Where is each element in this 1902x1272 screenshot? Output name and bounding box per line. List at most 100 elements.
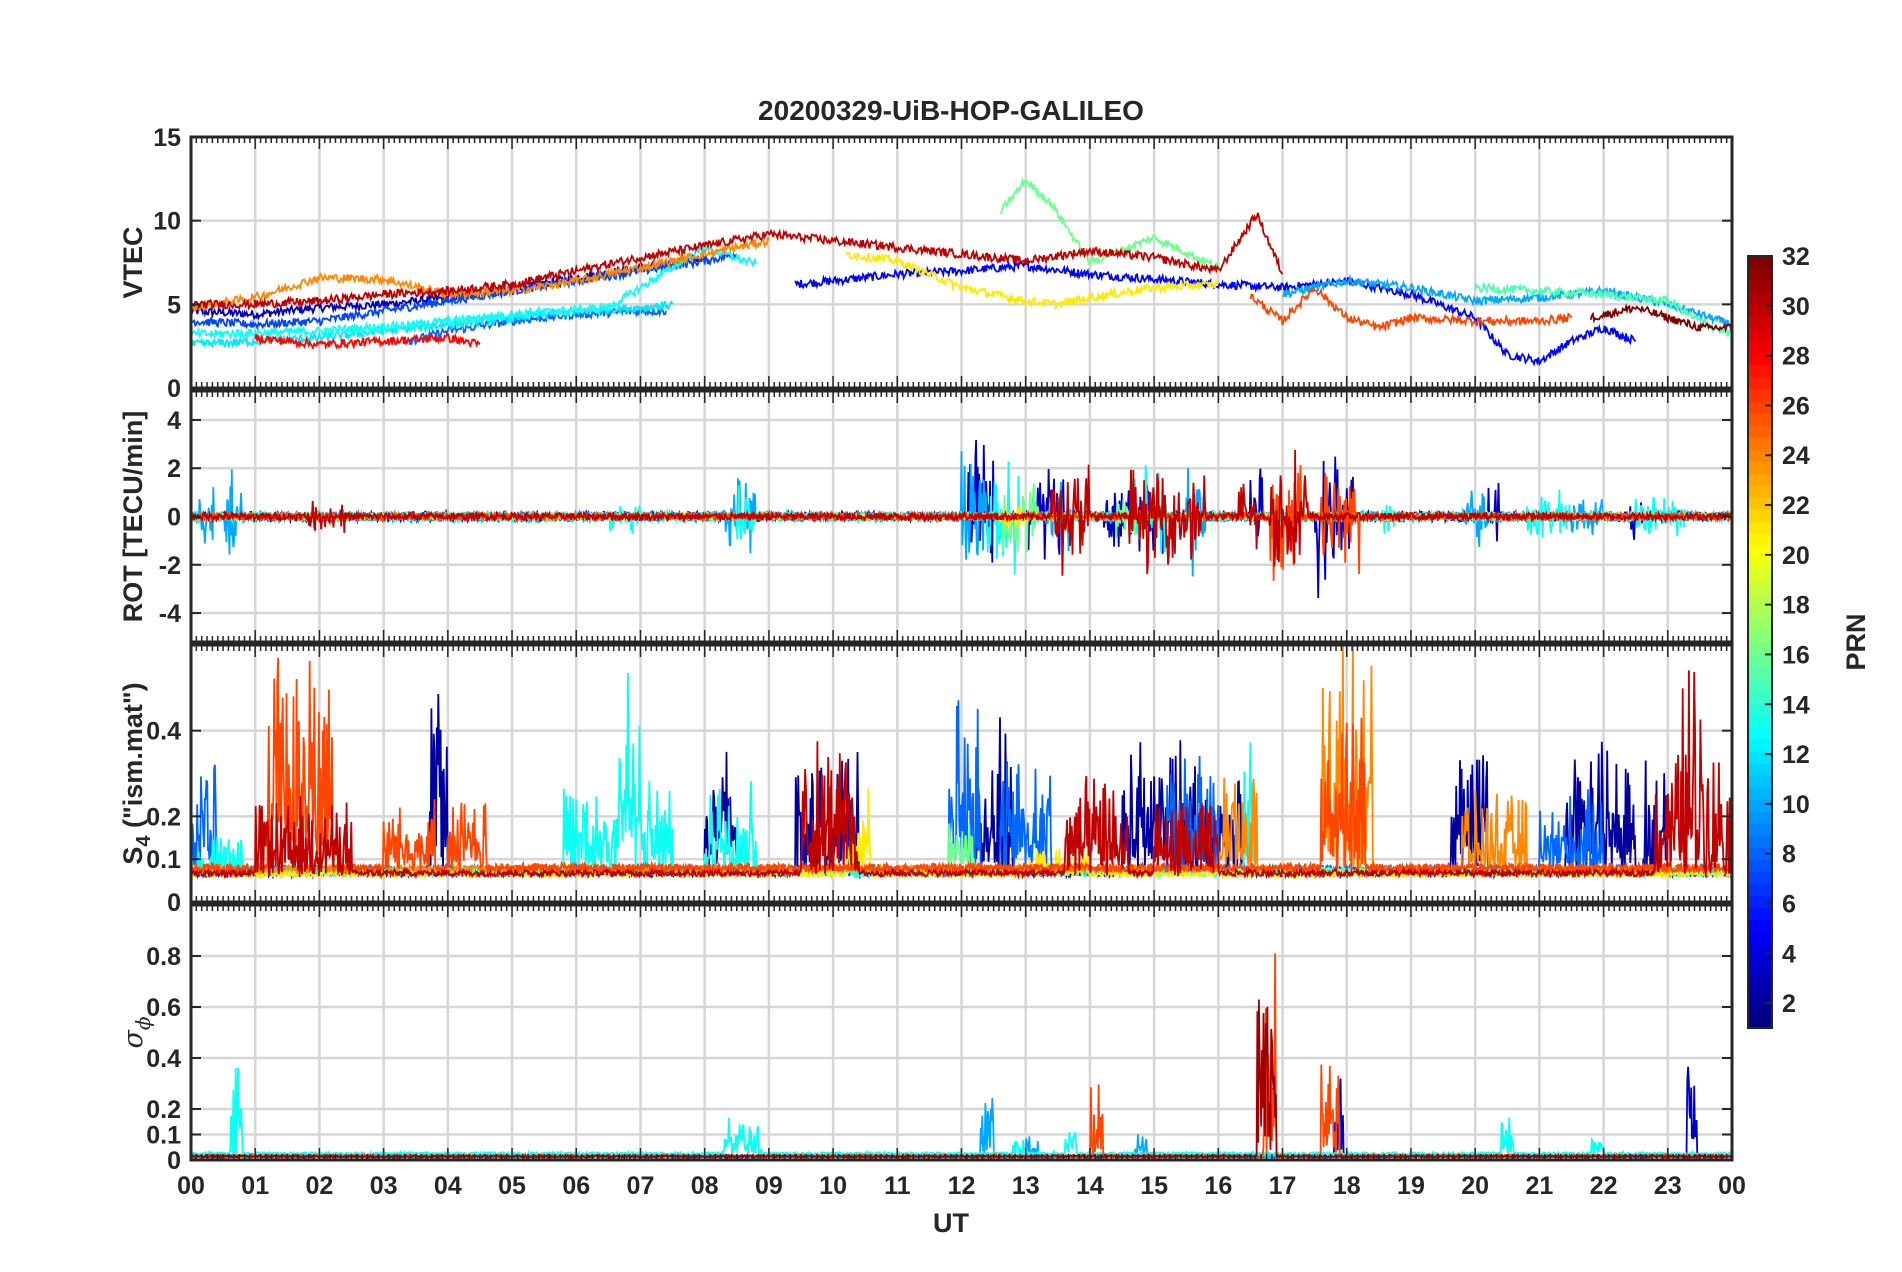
ytick-label: 0.6 <box>146 994 181 1022</box>
minor-ticks-s4 <box>195 645 1728 902</box>
colorbar-swatch <box>1748 533 1772 547</box>
series-prn-26 <box>191 657 1732 876</box>
colorbar-swatch <box>1748 895 1772 908</box>
xtick-label: 07 <box>627 1172 655 1200</box>
colorbar-swatch <box>1748 786 1772 800</box>
ytick-label: -4 <box>159 600 181 628</box>
colorbar-swatch <box>1748 798 1772 812</box>
colorbar-swatch <box>1748 292 1772 305</box>
xtick-label: 18 <box>1333 1172 1361 1200</box>
series-prn-30 <box>191 449 1732 576</box>
colorbar-swatch <box>1748 774 1772 788</box>
colorbar-swatch <box>1748 1003 1772 1017</box>
ytick-label: 0.2 <box>146 803 181 831</box>
colorbar-swatch <box>1748 400 1772 414</box>
colorbar-tick-label: 2 <box>1782 990 1796 1018</box>
ytick-label: -2 <box>159 552 181 580</box>
series-prn-28 <box>254 332 481 351</box>
series-prn-16 <box>999 177 1220 269</box>
colorbar-frame <box>1747 255 1773 1029</box>
ytick-label: 0 <box>167 504 181 532</box>
colorbar-swatch <box>1748 931 1772 945</box>
panel-sigma: 00.10.2 0.4 0.6 0.8 σϕ <box>118 903 1734 1175</box>
xtick-label: 23 <box>1654 1172 1682 1200</box>
colorbar-swatch <box>1748 871 1772 884</box>
colorbar-swatch <box>1748 304 1772 317</box>
colorbar-swatch <box>1748 955 1772 969</box>
panel-s4: 0 0.1 0.2 0.4S4 ("ism.mat") <box>118 643 1734 917</box>
colorbar-tick-label: 26 <box>1782 392 1810 420</box>
ylabel-sigma: σϕ <box>118 1016 155 1048</box>
grid-sigma <box>191 905 1732 1160</box>
xtick-label: 15 <box>1140 1172 1168 1200</box>
colorbar-tick-label: 20 <box>1782 542 1810 570</box>
colorbar-swatch <box>1748 581 1772 595</box>
colorbar-tick-label: 8 <box>1782 841 1796 869</box>
colorbar-swatch <box>1748 521 1772 535</box>
colorbar-swatch <box>1748 919 1772 933</box>
colorbar-swatch <box>1748 605 1772 619</box>
colorbar-swatch <box>1748 424 1772 438</box>
ylabel-vtec: VTEC <box>118 226 148 298</box>
ytick-label: 2 <box>167 455 181 483</box>
series-prn-13 <box>191 241 757 340</box>
colorbar-tick-label: 10 <box>1782 791 1810 819</box>
colorbar-swatch <box>1748 593 1772 607</box>
xtick-label: 05 <box>498 1172 526 1200</box>
colorbar-swatch <box>1748 943 1772 957</box>
series-prn-30 <box>191 212 1284 311</box>
colorbar-swatch <box>1748 340 1772 354</box>
ytick-label: 0.1 <box>146 1122 181 1150</box>
xtick-label: 22 <box>1590 1172 1618 1200</box>
series-group-rot <box>191 439 1732 599</box>
colorbar-tick-label: 16 <box>1782 641 1810 669</box>
colorbar-swatch <box>1748 316 1772 329</box>
xtick-label: 01 <box>241 1172 269 1200</box>
xtick-label: 00 <box>177 1172 205 1200</box>
xtick-label: 04 <box>434 1172 462 1200</box>
colorbar-swatch <box>1748 376 1772 390</box>
x-axis-label: UT <box>933 1208 969 1238</box>
colorbar-tick-label: 22 <box>1782 492 1810 520</box>
ytick-label: 5 <box>167 291 181 319</box>
ytick-label: 0 <box>167 375 181 403</box>
ytick-label: 0.4 <box>146 1045 181 1073</box>
minor-ticks-sigma <box>195 905 1728 1160</box>
colorbar-swatch <box>1748 352 1772 366</box>
series-prn-21 <box>845 251 1219 311</box>
colorbar-swatch <box>1748 750 1772 764</box>
ytick-label: 0.2 <box>146 1096 181 1124</box>
colorbar-swatch <box>1748 557 1772 571</box>
colorbar-swatch <box>1748 678 1772 691</box>
colorbar-swatch <box>1748 859 1772 872</box>
series-prn-26 <box>1249 286 1573 333</box>
xtick-label: 02 <box>306 1172 334 1200</box>
xtick-label: 16 <box>1204 1172 1232 1200</box>
colorbar-swatch <box>1748 666 1772 679</box>
ylabel-rot: ROT [TECU/min] <box>118 411 148 622</box>
colorbar-swatch <box>1748 967 1772 981</box>
xtick-label: 10 <box>819 1172 847 1200</box>
xtick-label: 14 <box>1076 1172 1104 1200</box>
colorbar-swatch <box>1748 883 1772 896</box>
series-prn-15 <box>1474 281 1732 337</box>
xtick-label: 17 <box>1269 1172 1297 1200</box>
colorbar-swatch <box>1748 328 1772 342</box>
ylabel-s4: S4 ("ism.mat") <box>118 682 155 864</box>
colorbar-swatch <box>1748 738 1772 752</box>
colorbar-swatch <box>1748 629 1772 643</box>
colorbar-swatch <box>1748 654 1772 667</box>
xtick-label: 08 <box>691 1172 719 1200</box>
colorbar-swatch <box>1748 509 1772 522</box>
colorbar-swatch <box>1748 569 1772 583</box>
series-group-s4 <box>191 645 1732 880</box>
colorbar-swatch <box>1748 690 1772 703</box>
colorbar-swatch <box>1748 642 1772 655</box>
colorbar-tick-label: 18 <box>1782 592 1810 620</box>
colorbar-swatch <box>1748 714 1772 728</box>
series-prn-30 <box>191 670 1732 880</box>
colorbar-swatch <box>1748 412 1772 426</box>
